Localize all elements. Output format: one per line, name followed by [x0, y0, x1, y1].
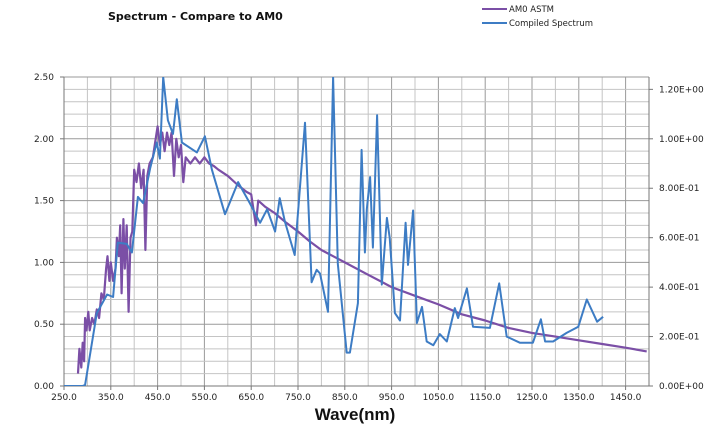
series-line-am0-astm: [76, 125, 647, 374]
x-tick-label: 850.0: [332, 393, 358, 403]
chart-title: Spectrum - Compare to AM0: [108, 10, 283, 23]
y-left-tick-label: 1.00: [34, 258, 54, 268]
series-group: [64, 77, 647, 386]
x-tick-label: 650.0: [238, 393, 264, 403]
series-line-compiled-spectrum: [64, 77, 604, 386]
x-tick-label: 950.0: [379, 393, 405, 403]
y-right-tick-label: 4.00E-01: [659, 283, 699, 293]
y-right-tick-label: 6.00E-01: [659, 234, 699, 244]
y-right-tick-label: 1.20E+00: [659, 85, 704, 95]
y-left-tick-label: 0.50: [34, 320, 54, 330]
x-tick-label: 550.0: [192, 393, 218, 403]
legend-label-compiled: Compiled Spectrum: [509, 19, 593, 29]
x-tick-label: 1350.0: [563, 393, 595, 403]
y-right-tick-label: 8.00E-01: [659, 184, 699, 194]
y-left-tick-label: 1.50: [34, 197, 54, 207]
y-left-tick-label: 2.50: [34, 73, 54, 83]
y-right-tick-label: 2.00E-01: [659, 333, 699, 343]
y-left-tick-label: 0.00: [34, 382, 54, 392]
y-right-tick-label: 0.00E+00: [659, 382, 704, 392]
x-tick-label: 350.0: [98, 393, 124, 403]
x-tick-label: 250.0: [51, 393, 77, 403]
x-tick-label: 1150.0: [469, 393, 501, 403]
legend-label-am0: AM0 ASTM: [509, 5, 554, 15]
x-tick-label: 1450.0: [610, 393, 642, 403]
y-left-tick-label: 2.00: [34, 135, 54, 145]
grid: [63, 76, 650, 387]
axes: 250.0 350.0 450.0 550.0 650.0 750.0 850.0 950.0…: [34, 73, 704, 403]
x-axis-label: Wave(nm): [315, 405, 396, 424]
legend: AM0 ASTM Compiled Spectrum: [482, 5, 593, 29]
x-tick-label: 1250.0: [516, 393, 548, 403]
y-right-tick-label: 1.00E+00: [659, 135, 704, 145]
x-tick-label: 750.0: [285, 393, 311, 403]
x-tick-label: 1050.0: [423, 393, 455, 403]
x-tick-label: 450.0: [145, 393, 171, 403]
